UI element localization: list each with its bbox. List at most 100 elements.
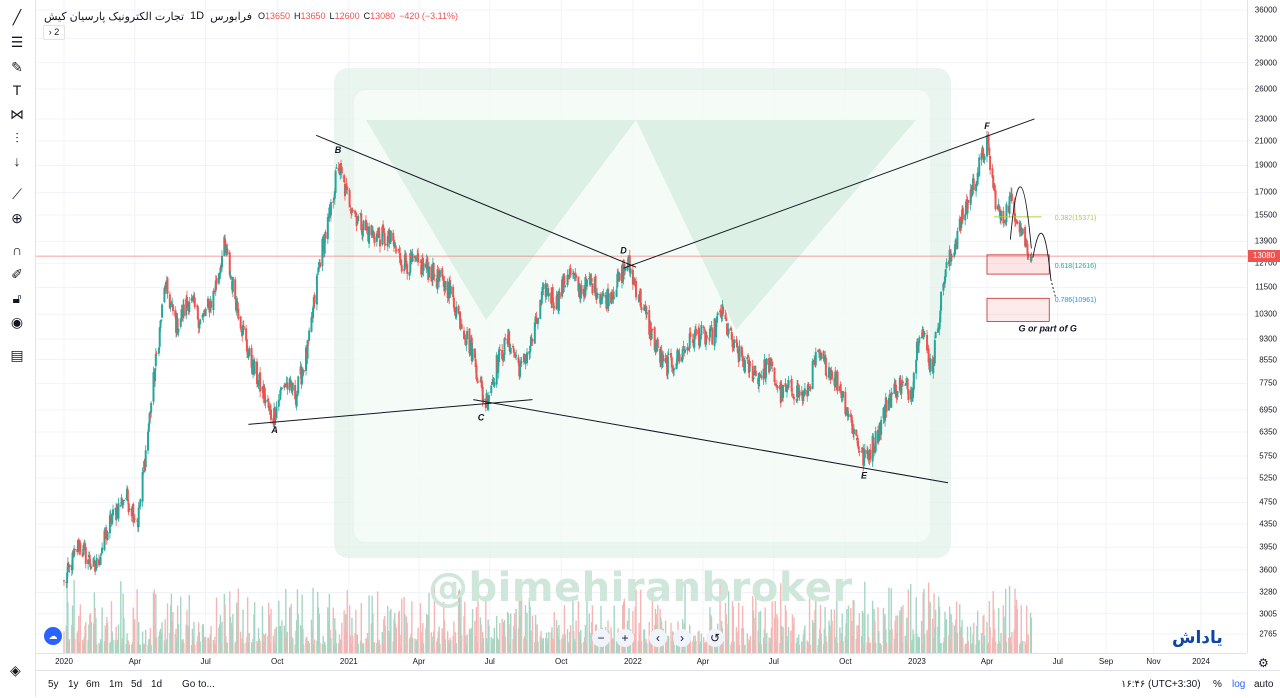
clock-timezone[interactable]: ۱۶:۴۶ (UTC+3:30) xyxy=(1121,679,1201,690)
price-chart[interactable]: ABCDEF0.382(15371)0.618(12616)0.786(1096… xyxy=(36,0,1247,653)
volume-bar xyxy=(148,639,150,653)
ruler-icon[interactable]: ⟋ xyxy=(12,185,22,202)
candle-body xyxy=(273,409,276,422)
candle-body xyxy=(943,283,946,285)
eye-icon[interactable]: ◉ xyxy=(10,313,24,330)
candle-body xyxy=(438,270,441,278)
time-tick: Sep xyxy=(1098,657,1114,666)
pattern-icon[interactable]: ⋈ xyxy=(10,105,24,122)
auto-toggle[interactable]: auto xyxy=(1254,679,1274,690)
candle-body xyxy=(321,238,324,267)
volume-bar xyxy=(280,631,282,653)
candle-body xyxy=(599,293,602,304)
candle-body xyxy=(240,329,243,333)
zoom-out-button[interactable]: − xyxy=(592,629,610,647)
lock-icon[interactable]: 🔓︎ xyxy=(12,289,22,306)
volume-bar xyxy=(242,609,244,653)
candle-body xyxy=(182,304,185,317)
price-tick: 7750 xyxy=(1259,378,1277,388)
volume-bar xyxy=(372,613,374,653)
volume-bar xyxy=(63,631,65,653)
layers-icon[interactable]: ◈ xyxy=(10,662,21,678)
time-tick: Apr xyxy=(412,657,426,666)
volume-bar xyxy=(811,619,814,653)
price-tick: 4750 xyxy=(1259,497,1277,507)
volume-bar xyxy=(166,639,168,653)
candle-body xyxy=(901,381,904,387)
volume-bar xyxy=(283,625,285,653)
symbol-name[interactable]: تجارت الکترونیک پارسیان کیش xyxy=(44,10,185,23)
measure-icon[interactable]: ⫶ xyxy=(15,129,19,146)
candle-body xyxy=(987,134,990,146)
candle-body xyxy=(426,257,429,270)
volume-bar xyxy=(101,607,103,653)
period-1y-button[interactable]: 1y xyxy=(68,679,79,690)
candle-body xyxy=(894,382,897,386)
trash-icon[interactable]: ▤ xyxy=(10,346,24,363)
arrow-down-icon[interactable]: ↓ xyxy=(13,153,21,169)
zoom-in-button[interactable]: + xyxy=(616,629,634,647)
candle-body xyxy=(602,293,605,297)
cloud-icon[interactable]: ☁ xyxy=(44,627,62,645)
volume-bar xyxy=(297,614,299,653)
candle-body xyxy=(384,243,387,246)
volume-bar xyxy=(154,637,156,653)
goto-date-button[interactable]: Go to... xyxy=(182,679,215,690)
scroll-right-button[interactable]: › xyxy=(673,629,691,647)
zoom-icon[interactable]: ⊕ xyxy=(11,209,23,226)
trend-line-icon[interactable]: ╱ xyxy=(12,8,22,25)
reset-chart-button[interactable]: ↺ xyxy=(706,629,724,647)
candle-body xyxy=(993,184,996,192)
log-toggle[interactable]: log xyxy=(1232,679,1246,690)
percent-toggle[interactable]: % xyxy=(1213,679,1222,690)
volume-bar xyxy=(464,635,467,653)
candle-body xyxy=(664,358,667,363)
scroll-left-button[interactable]: ‹ xyxy=(649,629,667,647)
period-5d-button[interactable]: 5d xyxy=(131,679,143,690)
period-5y-button[interactable]: 5y xyxy=(48,679,59,690)
volume-bar xyxy=(109,642,111,653)
volume-bar xyxy=(819,604,822,653)
fib-icon[interactable]: ☰ xyxy=(10,33,24,50)
volume-bar xyxy=(388,633,391,653)
volume-bar xyxy=(797,641,799,653)
period-1d-button[interactable]: 1d xyxy=(151,679,163,690)
volume-bar xyxy=(638,622,640,653)
volume-bar xyxy=(399,644,401,653)
time-tick: Jul xyxy=(200,657,211,666)
settings-gear-icon[interactable]: ⚙ xyxy=(1258,656,1269,670)
volume-bar xyxy=(790,642,793,653)
volume-bar xyxy=(306,643,309,653)
chart-area[interactable]: A B C D E F 0.382(15371) 0.618(12616) 0.786(1096… xyxy=(36,0,1247,653)
lock-draw-icon[interactable]: ✐ xyxy=(11,265,23,282)
candle-body xyxy=(399,261,402,266)
period-1m-button[interactable]: 1m xyxy=(109,679,123,690)
price-axis[interactable]: 36000 32000 29000 26000 23000 21000 19000 17000… xyxy=(1247,0,1280,653)
volume-bar xyxy=(446,631,449,653)
text-icon[interactable]: T xyxy=(12,82,22,98)
volume-bar xyxy=(546,642,548,653)
candle-body xyxy=(715,321,718,338)
volume-bar xyxy=(606,639,608,653)
volume-bar xyxy=(969,626,972,653)
volume-bar xyxy=(509,644,511,653)
volume-bar xyxy=(1029,612,1032,653)
volume-bar xyxy=(694,635,696,653)
candle-body xyxy=(708,338,711,340)
volume-bar xyxy=(213,642,215,653)
volume-bar xyxy=(801,641,803,653)
volume-bar xyxy=(650,640,652,653)
indicators-collapse-button[interactable]: › 2 xyxy=(43,25,65,40)
brush-icon[interactable]: ✎ xyxy=(11,58,23,75)
time-axis[interactable]: 2020 Apr Jul Oct 2021 Apr Jul Oct 2022 Apr Jul Oct 2… xyxy=(36,653,1247,670)
candle-body xyxy=(497,360,500,373)
magnet-icon[interactable]: ∩ xyxy=(11,242,23,258)
volume-bar xyxy=(1019,642,1022,653)
period-6m-button[interactable]: 6m xyxy=(86,679,100,690)
candle-body xyxy=(279,389,282,400)
volume-bar xyxy=(149,628,152,653)
volume-bar xyxy=(145,629,147,653)
volume-bar xyxy=(507,613,510,653)
volume-bar xyxy=(431,642,433,653)
candle-body xyxy=(901,381,904,383)
